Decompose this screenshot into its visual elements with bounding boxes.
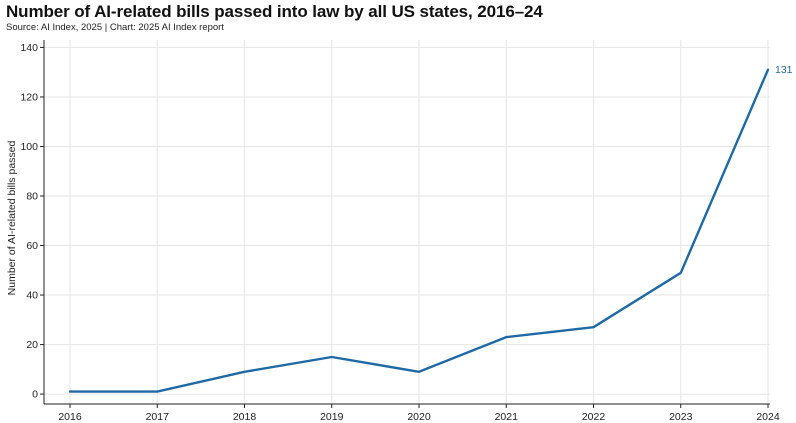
y-tick-label: 20 bbox=[26, 339, 38, 351]
y-tick-label: 40 bbox=[26, 290, 38, 302]
x-tick-label: 2018 bbox=[233, 411, 257, 423]
y-tick-label: 0 bbox=[32, 389, 38, 401]
x-tick-label: 2016 bbox=[58, 411, 82, 423]
y-tick-label: 80 bbox=[26, 191, 38, 203]
y-tick-label: 100 bbox=[20, 141, 38, 153]
x-tick-label: 2019 bbox=[320, 411, 344, 423]
series-line bbox=[68, 68, 770, 393]
x-tick-label: 2017 bbox=[146, 411, 170, 423]
y-tick-label: 60 bbox=[26, 240, 38, 252]
y-axis-title: Number of AI-related bills passed bbox=[6, 141, 18, 296]
x-tick-label: 2023 bbox=[669, 411, 693, 423]
y-tick-label: 140 bbox=[20, 42, 38, 54]
grid-layer bbox=[44, 40, 770, 404]
x-tick-label: 2024 bbox=[756, 411, 780, 423]
data-label: 131 bbox=[775, 64, 793, 76]
chart-title: Number of AI-related bills passed into l… bbox=[6, 2, 543, 21]
y-tick-label: 120 bbox=[20, 91, 38, 103]
series-layer bbox=[68, 68, 770, 393]
label-layer: 131 bbox=[775, 64, 793, 76]
chart-source: Source: AI Index, 2025 | Chart: 2025 AI … bbox=[6, 22, 224, 33]
x-tick-label: 2022 bbox=[582, 411, 606, 423]
axis-layer: 0 20 40 60 80 100 120 140 2016 2017 2018 2019 2020 20… bbox=[20, 40, 780, 423]
x-tick-label: 2021 bbox=[495, 411, 519, 423]
x-tick-label: 2020 bbox=[407, 411, 431, 423]
